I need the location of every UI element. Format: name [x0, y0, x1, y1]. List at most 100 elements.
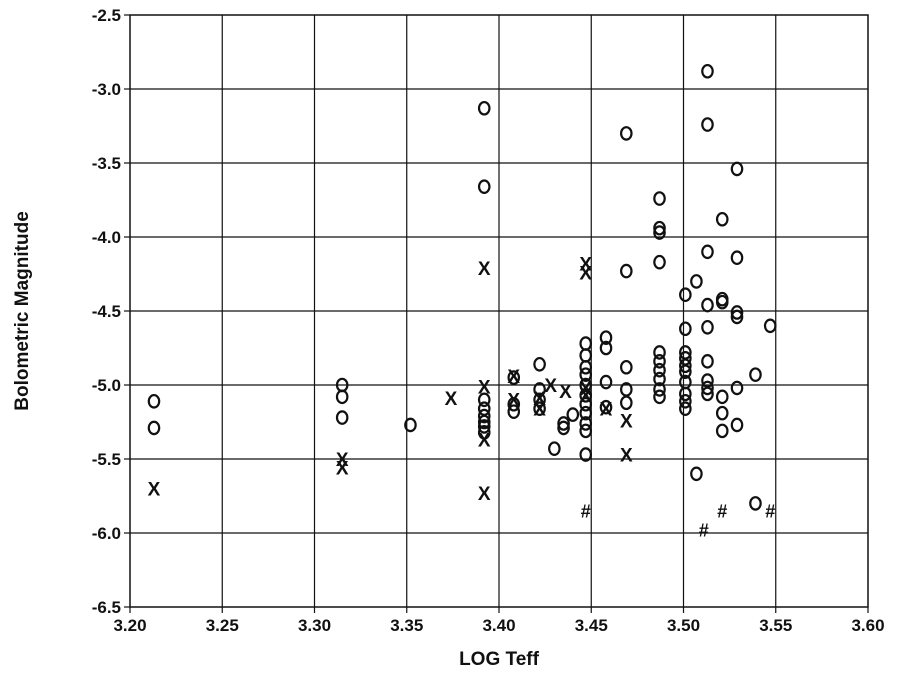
point-circle: [701, 354, 714, 369]
point-circle: [701, 117, 714, 132]
point-circle: [477, 179, 491, 194]
point-circle: [730, 305, 744, 320]
x-tick-label: 3.55: [759, 616, 792, 635]
y-tick-label: -3.0: [92, 80, 121, 99]
point-circle: [599, 330, 613, 345]
point-circle: [579, 447, 593, 462]
x-tick-label: 3.20: [113, 616, 146, 635]
point-circle: [701, 380, 714, 396]
x-tick-label: 3.35: [390, 616, 423, 635]
x-tick-label: 3.45: [575, 616, 608, 635]
point-circle: [477, 408, 491, 424]
point-circle: [653, 345, 666, 360]
point-circle: [690, 466, 703, 482]
y-tick-label: -3.5: [92, 154, 121, 173]
point-hash: #: [699, 521, 709, 541]
point-circle: [653, 220, 666, 236]
point-x: X: [600, 400, 613, 421]
point-x: X: [620, 445, 633, 466]
x-tick-label: 3.25: [206, 616, 239, 635]
point-circle: [533, 356, 546, 372]
point-circle: [749, 367, 762, 382]
point-x: X: [533, 389, 546, 410]
x-tick-label: 3.30: [298, 616, 331, 635]
point-circle: [477, 392, 491, 408]
x-tick-label: 3.50: [667, 616, 700, 635]
point-hash: #: [717, 501, 727, 521]
point-circle: [477, 414, 491, 430]
point-circle: [548, 441, 561, 456]
point-x: X: [445, 389, 458, 410]
point-x: X: [336, 459, 349, 480]
point-x: X: [579, 386, 592, 407]
point-circle: [533, 392, 546, 408]
point-circle: [701, 386, 714, 402]
point-circle: [679, 287, 692, 303]
point-hash: #: [765, 501, 775, 521]
point-circle: [679, 321, 692, 337]
point-circle: [620, 395, 633, 411]
point-circle: [715, 389, 729, 405]
y-axis-ticks: -2.5 -3.0 -3.5 -4.0 -4.5 -5.0 -5.5 -6.0 -6.5: [92, 6, 130, 617]
point-x: X: [579, 254, 592, 275]
point-circle: [579, 416, 593, 431]
point-x: X: [148, 479, 161, 500]
point-x: X: [507, 391, 520, 412]
point-x: X: [478, 259, 491, 280]
point-x: X: [620, 411, 633, 432]
point-circle: [763, 318, 777, 334]
point-circle: [653, 382, 666, 397]
point-circle: [690, 274, 703, 289]
y-tick-label: -4.5: [92, 302, 121, 321]
point-circle: [507, 396, 521, 412]
point-circle: [715, 405, 729, 421]
point-circle: [533, 382, 546, 397]
point-x: X: [544, 376, 557, 397]
point-circle: [477, 419, 491, 434]
y-axis-label: Bolometric Magnitude: [12, 211, 33, 411]
point-circle: [507, 370, 521, 385]
point-circle: [599, 374, 613, 390]
point-circle: [620, 359, 633, 375]
point-circle: [147, 393, 161, 409]
point-circle: [579, 359, 593, 375]
point-circle: [579, 367, 593, 382]
point-circle: [653, 254, 666, 270]
point-circle: [749, 496, 762, 511]
point-circle: [599, 399, 613, 415]
point-x: X: [533, 400, 546, 421]
point-x: X: [579, 379, 592, 400]
y-tick-label: -4.0: [92, 228, 121, 247]
point-circle: [653, 362, 666, 378]
point-circle: [679, 386, 692, 402]
point-circle: [679, 358, 692, 374]
point-circle: [477, 425, 491, 440]
point-x: X: [478, 431, 491, 452]
point-circle: [579, 423, 593, 439]
point-circle: [579, 405, 593, 421]
x-axis-ticks: 3.20 3.25 3.30 3.35 3.40 3.45 3.50 3.55 3.60: [113, 607, 885, 635]
point-circle: [653, 389, 666, 405]
point-circle: [679, 393, 692, 409]
point-circle: [679, 401, 692, 416]
point-circle: [715, 211, 729, 227]
point-circle: [579, 377, 593, 393]
x-tick-label: 3.60: [851, 616, 884, 635]
point-circle: [579, 396, 593, 412]
y-tick-label: -5.5: [92, 450, 121, 469]
point-circle: [147, 420, 161, 436]
point-x: X: [579, 263, 592, 284]
point-circle: [653, 225, 666, 240]
point-circle: [715, 294, 729, 310]
point-x: X: [478, 484, 491, 505]
point-circle: [653, 191, 666, 206]
point-circle: [715, 423, 729, 439]
point-circle: [730, 309, 744, 325]
y-tick-label: -6.5: [92, 598, 121, 617]
point-circle: [730, 417, 744, 433]
point-x: X: [559, 382, 572, 403]
point-circle: [730, 161, 744, 177]
point-x: X: [507, 367, 520, 388]
